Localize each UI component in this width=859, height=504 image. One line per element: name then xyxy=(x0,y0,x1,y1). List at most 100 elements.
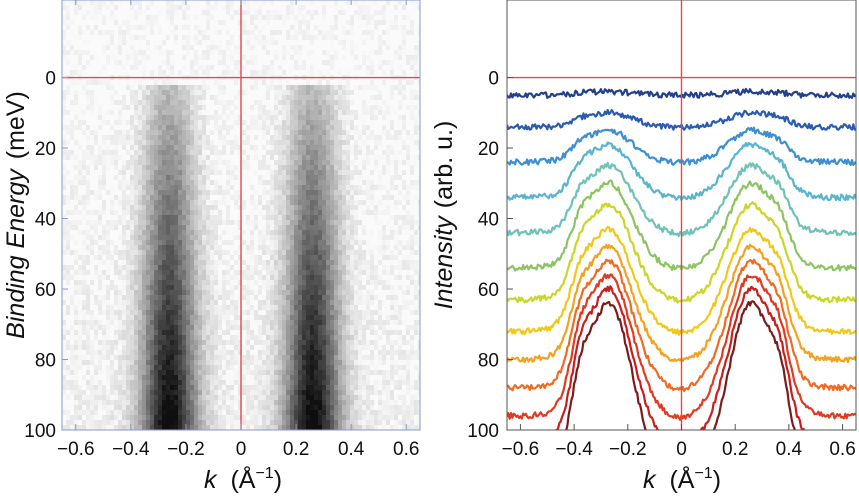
heatmap-cell xyxy=(254,135,259,141)
heatmap-cell xyxy=(354,150,359,156)
heatmap-cell xyxy=(302,170,307,176)
heatmap-cell xyxy=(262,145,267,151)
heatmap-cell xyxy=(186,190,191,196)
heatmap-cell xyxy=(78,135,83,141)
heatmap-cell xyxy=(202,25,207,31)
heatmap-cell xyxy=(174,130,179,136)
heatmap-cell xyxy=(414,35,419,41)
heatmap-cell xyxy=(310,215,315,221)
heatmap-cell xyxy=(174,165,179,171)
heatmap-cell xyxy=(134,15,139,21)
heatmap-cell xyxy=(194,240,199,246)
heatmap-cell xyxy=(250,180,255,186)
heatmap-cell xyxy=(158,140,163,146)
heatmap-cell xyxy=(154,15,159,21)
heatmap-cell xyxy=(194,60,199,66)
heatmap-cell xyxy=(142,215,147,221)
heatmap-cell xyxy=(262,85,267,91)
heatmap-cell xyxy=(82,160,87,166)
heatmap-cell xyxy=(194,30,199,36)
heatmap-cell xyxy=(334,130,339,136)
heatmap-cell xyxy=(406,230,411,236)
heatmap-cell xyxy=(166,260,171,266)
heatmap-cell xyxy=(274,20,279,26)
heatmap-cell xyxy=(70,140,75,146)
heatmap-cell xyxy=(378,125,383,131)
heatmap-cell xyxy=(246,45,251,51)
heatmap-cell xyxy=(250,90,255,96)
heatmap-cell xyxy=(262,210,267,216)
heatmap-cell xyxy=(214,145,219,151)
heatmap-cell xyxy=(126,135,131,141)
heatmap-cell xyxy=(62,30,67,36)
heatmap-cell xyxy=(354,190,359,196)
heatmap-cell xyxy=(390,20,395,26)
heatmap-cell xyxy=(206,160,211,166)
heatmap-cell xyxy=(286,160,291,166)
heatmap-cell xyxy=(202,130,207,136)
heatmap-cell xyxy=(74,125,79,131)
heatmap-cell xyxy=(374,250,379,256)
heatmap-cell xyxy=(334,10,339,16)
heatmap-cell xyxy=(202,30,207,36)
heatmap-cell xyxy=(290,140,295,146)
heatmap-cell xyxy=(262,180,267,186)
heatmap-cell xyxy=(146,160,151,166)
heatmap-cell xyxy=(178,30,183,36)
heatmap-cell xyxy=(82,105,87,111)
heatmap-cell xyxy=(174,145,179,151)
heatmap-cell xyxy=(362,190,367,196)
heatmap-cell xyxy=(342,40,347,46)
heatmap-cell xyxy=(362,130,367,136)
heatmap-cell xyxy=(186,160,191,166)
heatmap-cell xyxy=(142,255,147,261)
heatmap-cell xyxy=(250,185,255,191)
heatmap-cell xyxy=(214,255,219,261)
heatmap-cell xyxy=(406,240,411,246)
heatmap-cell xyxy=(238,175,243,181)
heatmap-cell xyxy=(338,165,343,171)
heatmap-cell xyxy=(386,245,391,251)
heatmap-cell xyxy=(210,15,215,21)
heatmap-cell xyxy=(354,270,359,276)
heatmap-cell xyxy=(278,85,283,91)
heatmap-cell xyxy=(418,65,420,71)
heatmap-cell xyxy=(238,130,243,136)
heatmap-cell xyxy=(354,260,359,266)
heatmap-cell xyxy=(166,185,171,191)
heatmap-cell xyxy=(262,170,267,176)
heatmap-cell xyxy=(110,130,115,136)
heatmap-cell xyxy=(370,250,375,256)
heatmap-cell xyxy=(382,135,387,141)
heatmap-cell xyxy=(230,255,235,261)
heatmap-cell xyxy=(166,270,171,276)
heatmap-cell xyxy=(86,45,91,51)
heatmap-cell xyxy=(310,60,315,66)
heatmap-cell xyxy=(70,20,75,26)
heatmap-cell xyxy=(394,205,399,211)
heatmap-cell xyxy=(382,245,387,251)
heatmap-cell xyxy=(126,245,131,251)
heatmap-cell xyxy=(106,255,111,261)
heatmap-cell xyxy=(338,250,343,256)
heatmap-cell xyxy=(70,210,75,216)
heatmap-cell xyxy=(254,150,259,156)
heatmap-cell xyxy=(346,85,351,91)
heatmap-cell xyxy=(182,135,187,141)
heatmap-cell xyxy=(146,20,151,26)
heatmap-cell xyxy=(214,50,219,56)
heatmap-cell xyxy=(226,275,231,281)
heatmap-cell xyxy=(262,185,267,191)
heatmap-cell xyxy=(222,85,227,91)
heatmap-cell xyxy=(162,105,167,111)
heatmap-cell xyxy=(358,110,363,116)
heatmap-cell xyxy=(70,175,75,181)
heatmap-cell xyxy=(230,40,235,46)
heatmap-cell xyxy=(266,20,271,26)
heatmap-cell xyxy=(394,185,399,191)
heatmap-cell xyxy=(182,25,187,31)
heatmap-cell xyxy=(342,65,347,71)
heatmap-cell xyxy=(130,0,135,6)
heatmap-cell xyxy=(322,25,327,31)
heatmap-cell xyxy=(402,185,407,191)
